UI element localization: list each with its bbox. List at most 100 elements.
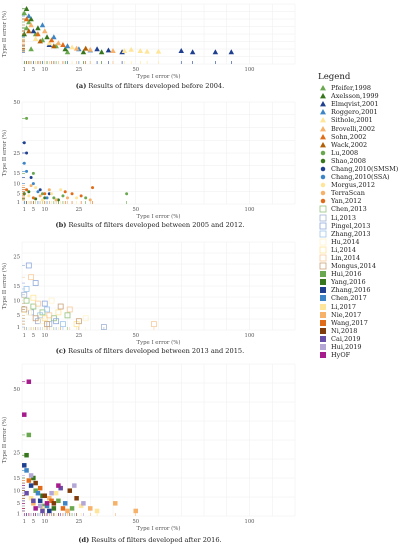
x-tick-d-50: 50 bbox=[132, 519, 139, 525]
point-terrascan-b-5 bbox=[88, 198, 92, 202]
y-axis-label-a: Type II error (%) bbox=[1, 11, 8, 57]
y-tick-c-15: 15 bbox=[13, 284, 20, 290]
y-tick-b-15: 15 bbox=[13, 171, 20, 177]
point-axelsson-1999-a-7 bbox=[98, 49, 105, 55]
point-lin-2014-c-2 bbox=[46, 312, 53, 319]
legend-label-pingel-2013: Pingel,2013 bbox=[331, 221, 371, 230]
legend-item-nie-2017: Nie,2017 bbox=[318, 311, 416, 319]
point-shao-2008-b-2 bbox=[34, 197, 38, 201]
grid-c bbox=[21, 241, 296, 331]
legend-item-cai-2019: Cai,2019 bbox=[318, 335, 416, 343]
x-axis-label-a: Type I error (%) bbox=[136, 73, 180, 80]
caption-text-a: Results of filters developed before 2004… bbox=[88, 82, 225, 90]
point-ni-2018-d-3 bbox=[67, 488, 73, 493]
legend-marker-ni-2018 bbox=[320, 327, 326, 334]
point-cai-2019-d-0 bbox=[24, 490, 29, 496]
point-nie-2017-d-3 bbox=[88, 506, 93, 511]
point-nie-2017-d-5 bbox=[133, 508, 138, 514]
point-yan-2012-b-5 bbox=[79, 194, 83, 198]
point-zhang-2016-d-2 bbox=[37, 498, 43, 504]
caption-label-a: (a) bbox=[75, 82, 87, 90]
point-chen-2017-d-1 bbox=[35, 490, 41, 496]
caption-label-b: (b) bbox=[55, 221, 67, 229]
point-wang-2017-d-1 bbox=[37, 485, 43, 491]
legend-marker-zhang-2016 bbox=[320, 287, 326, 294]
legend-symbol-shao-2008 bbox=[320, 158, 326, 164]
point-sithole-2001-a-3 bbox=[121, 48, 128, 53]
x-axis-label-b: Type I error (%) bbox=[136, 213, 180, 220]
point-yan-2012-b-0 bbox=[25, 188, 29, 192]
y-tick-c-10: 10 bbox=[13, 298, 20, 304]
point-roggero-2001-a-3 bbox=[64, 43, 71, 49]
legend-item-li-2017: Li,2017 bbox=[318, 303, 416, 311]
legend-symbol-morgus-2012 bbox=[320, 182, 326, 188]
point-mongus-2014-c-1 bbox=[32, 315, 39, 322]
point-hui-2016-d-3 bbox=[56, 498, 61, 504]
point-pingel-2013-c-2 bbox=[41, 300, 48, 307]
legend-item-chang-2010-ssa: Chang,2010(SSA) bbox=[318, 173, 416, 181]
legend-label-chen-2017: Chen,2017 bbox=[331, 294, 367, 303]
point-terrascan-b-4 bbox=[66, 196, 69, 200]
panel-c: 1 5 10 25 50 100 Type I error (%) 1 5 10 15 25 Type … bbox=[0, 236, 300, 358]
legend-item-hyof: HyOF bbox=[318, 351, 416, 359]
legend-label-morgus-2012: Morgus,2012 bbox=[331, 181, 375, 190]
legend-marker-li-2014 bbox=[319, 246, 327, 254]
point-elmqvist-2001-a-3 bbox=[105, 47, 112, 53]
point-cai-2019-d-3 bbox=[58, 485, 63, 491]
point-hui-2019-d-4 bbox=[81, 501, 86, 506]
point-mongus-2014-c-0 bbox=[21, 306, 28, 313]
caption-label-d: (d) bbox=[78, 536, 90, 544]
y-tick-b-10: 10 bbox=[13, 181, 20, 187]
point-hui-2016-d-4 bbox=[69, 506, 75, 511]
point-lin-2014-c-0 bbox=[28, 274, 35, 281]
point-sithole-2001-a-6 bbox=[128, 46, 134, 52]
legend-marker-wack-2002 bbox=[320, 141, 326, 148]
x-tick-a-25: 25 bbox=[76, 67, 83, 73]
point-zhang-2016-d-3 bbox=[47, 508, 52, 514]
point-pfeifer-1998-a-7 bbox=[64, 49, 71, 55]
legend-label-chang-2010-ssa: Chang,2010(SSA) bbox=[331, 173, 390, 182]
point-hyof-d-3 bbox=[44, 501, 50, 506]
legend-label-roggero-2001: Roggero,2001 bbox=[331, 108, 378, 117]
legend-marker-nie-2017 bbox=[320, 311, 326, 318]
point-li-2014-c-1 bbox=[41, 315, 48, 322]
point-ni-2018-d-1 bbox=[42, 493, 47, 498]
series-nie-2017-d bbox=[31, 496, 138, 514]
legend-marker-brovelli-2002 bbox=[320, 125, 326, 131]
series-mongus-2014-c bbox=[21, 303, 82, 328]
caption-text-b: Results of filters developed between 200… bbox=[68, 221, 245, 229]
caption-c: (c) Results of filters developed between… bbox=[0, 347, 300, 355]
y-tick-c-5: 5 bbox=[17, 313, 20, 319]
point-pingel-2013-c-0 bbox=[25, 262, 32, 269]
legend-marker-pingel-2013 bbox=[319, 222, 327, 230]
series-morgus-2012-b bbox=[27, 186, 79, 202]
point-wang-2017-d-2 bbox=[49, 498, 54, 504]
legend-marker-morgus-2012 bbox=[320, 182, 326, 188]
point-hu-2014-c-3 bbox=[82, 315, 89, 322]
legend-item-li-2014: Li,2014 bbox=[318, 246, 416, 254]
x-tick-c-5: 5 bbox=[32, 333, 35, 339]
point-morgus-2012-b-4 bbox=[59, 188, 63, 192]
legend-marker-hu-2014 bbox=[319, 238, 327, 246]
point-pfeifer-1998-a-4 bbox=[23, 25, 30, 31]
legend-item-lu-2008: Lu,2008 bbox=[318, 149, 416, 157]
x-axis-label-c: Type I error (%) bbox=[136, 339, 180, 346]
legend-marker-hui-2019 bbox=[320, 344, 326, 351]
caption-text-d: Results of filters developed after 2016. bbox=[91, 536, 222, 544]
y-axis-label-c: Type II error (%) bbox=[1, 263, 8, 309]
panel-d: 1 5 10 25 50 100 Type I error (%) 1 5 10 15 25 50 Typ… bbox=[0, 358, 300, 550]
series-cai-2019-d bbox=[24, 485, 63, 514]
point-axelsson-1999-a-2 bbox=[35, 25, 41, 31]
legend-symbol-wang-2017 bbox=[320, 319, 326, 326]
point-zhang-2016-d-1 bbox=[28, 483, 34, 488]
legend-item-yan-2012: Yan,2012 bbox=[318, 197, 416, 205]
legend-marker-chen-2017 bbox=[320, 295, 326, 302]
scatter-plot-a: 1 5 10 25 50 100 Type I error (%) Type II error… bbox=[1, 3, 296, 80]
legend-item-ni-2018: Ni,2018 bbox=[318, 327, 416, 335]
x-tick-b-50: 50 bbox=[132, 207, 139, 213]
x-tick-c-10: 10 bbox=[41, 333, 48, 339]
legend-label-axelsson-1999: Axelsson,1999 bbox=[331, 92, 379, 101]
legend-label-brovelli-2002: Brovelli,2002 bbox=[331, 124, 376, 133]
y-tick-d-10: 10 bbox=[13, 488, 20, 494]
point-chen-2017-d-2 bbox=[44, 503, 50, 509]
